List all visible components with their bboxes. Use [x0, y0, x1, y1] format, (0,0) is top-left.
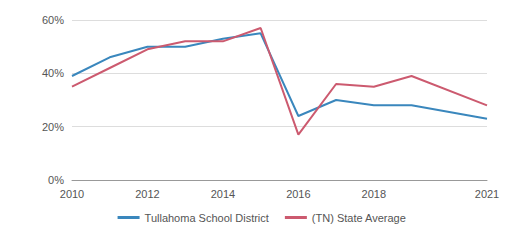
svg-text:2012: 2012	[135, 188, 159, 200]
svg-text:40%: 40%	[42, 67, 64, 79]
svg-text:Tullahoma School District: Tullahoma School District	[145, 212, 269, 224]
svg-text:20%: 20%	[42, 121, 64, 133]
svg-text:0%: 0%	[48, 174, 64, 186]
svg-text:2010: 2010	[60, 188, 84, 200]
svg-text:2021: 2021	[475, 188, 499, 200]
svg-text:(TN) State Average: (TN) State Average	[312, 212, 406, 224]
svg-text:2016: 2016	[286, 188, 310, 200]
svg-text:2018: 2018	[362, 188, 386, 200]
svg-text:2014: 2014	[211, 188, 235, 200]
svg-text:60%: 60%	[42, 14, 64, 26]
